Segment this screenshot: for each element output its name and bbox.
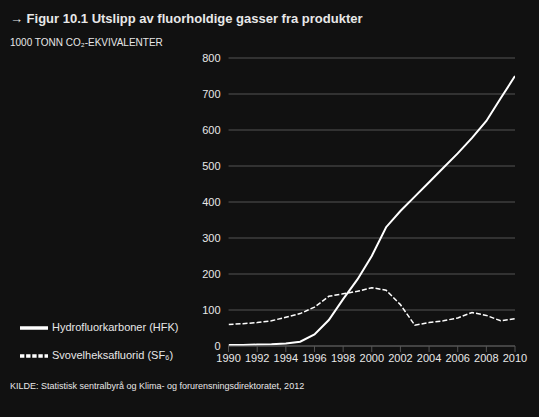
svg-text:2004: 2004 <box>417 352 441 364</box>
svg-text:2010: 2010 <box>503 352 527 364</box>
svg-text:200: 200 <box>202 268 220 280</box>
svg-text:1992: 1992 <box>245 352 269 364</box>
svg-text:500: 500 <box>202 160 220 172</box>
svg-text:2000: 2000 <box>360 352 384 364</box>
html-text:KILDE: Statistisk sentralbyrå: KILDE: Statistisk sentralbyrå og Klima- … <box>10 381 305 391</box>
html-text:Svovelheksafluorid (SF₆): Svovelheksafluorid (SF₆) <box>52 348 174 361</box>
svg-text:700: 700 <box>202 88 220 100</box>
svg-text:2006: 2006 <box>445 352 469 364</box>
svg-text:800: 800 <box>202 52 220 64</box>
svg-text:2008: 2008 <box>474 352 498 364</box>
svg-text:100: 100 <box>202 304 220 316</box>
svg-text:400: 400 <box>202 196 220 208</box>
svg-text:300: 300 <box>202 232 220 244</box>
svg-text:0: 0 <box>214 340 220 352</box>
svg-text:1990: 1990 <box>216 352 240 364</box>
svg-text:1998: 1998 <box>331 352 355 364</box>
svg-text:600: 600 <box>202 124 220 136</box>
html-text:→ Figur 10.1 Utslipp av fluorh: → Figur 10.1 Utslipp av fluorholdige gas… <box>10 11 363 26</box>
html-text:1000 TONN CO₂-EKVIVALENTER: 1000 TONN CO₂-EKVIVALENTER <box>10 37 163 48</box>
svg-text:1994: 1994 <box>274 352 298 364</box>
svg-text:1996: 1996 <box>302 352 326 364</box>
html-text:Hydrofluorkarboner (HFK): Hydrofluorkarboner (HFK) <box>52 320 179 333</box>
svg-text:2002: 2002 <box>388 352 412 364</box>
